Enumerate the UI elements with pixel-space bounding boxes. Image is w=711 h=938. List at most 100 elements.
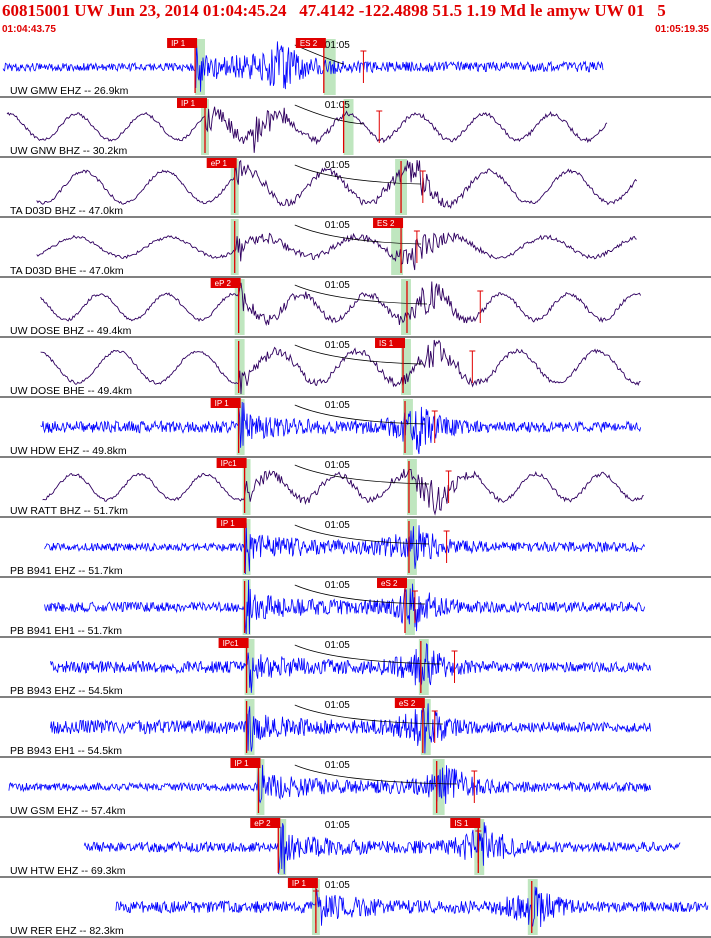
channel-panel-14: 01:05 IP 1 UW RER EHZ -- 82.3km [0, 878, 711, 938]
p-pick-label: IP 1 [234, 759, 249, 768]
s-window-highlight [323, 39, 336, 95]
p-window-highlight [256, 759, 265, 815]
p-pick-label: eP 1 [211, 159, 228, 168]
channel-panel-13: 01:05 eP 2 IS 1 UW HTW EHZ -- 69.3km [0, 818, 711, 878]
channel-label: UW HDW EHZ -- 49.8km [10, 445, 127, 457]
waveform-trace [50, 703, 651, 754]
p-pick-flag [250, 818, 281, 828]
channel-label: TA D03D BHE -- 47.0km [10, 265, 124, 277]
seismogram-chart: 01:05 IP 1 ES 2 UW GMW EHZ -- 26.9km 01:05 IP… [0, 38, 711, 938]
channel-panel-4: 01:05 eP 2 UW DOSE BHZ -- 49.4km [0, 278, 711, 338]
waveform-trace [36, 232, 637, 271]
channel-label: PB B941 EH1 -- 51.7km [10, 625, 122, 637]
channel-label: UW GNW BHZ -- 30.2km [10, 145, 128, 157]
time-tick-label: 01:05 [325, 880, 350, 891]
waveform-trace [8, 764, 651, 804]
waveform-trace [36, 159, 638, 209]
s-window-highlight [527, 879, 538, 935]
channel-panel-9: 01:05 eS 2 PB B941 EH1 -- 51.7km [0, 578, 711, 638]
time-tick-label: 01:05 [325, 40, 350, 51]
channel-panel-10: 01:05 IPc1 PB B943 EHZ -- 54.5km [0, 638, 711, 698]
arrival-curve [294, 644, 441, 665]
p-pick-flag [287, 878, 318, 888]
p-pick-flag [216, 518, 247, 528]
p-pick-flag [218, 638, 249, 648]
seismogram-panel-stack: 01:05 IP 1 ES 2 UW GMW EHZ -- 26.9km 01:05 IP… [0, 37, 711, 938]
time-tick-label: 01:05 [325, 640, 350, 651]
time-tick-label: 01:05 [325, 700, 350, 711]
waveform-trace [44, 579, 645, 635]
time-tick-label: 01:05 [325, 820, 350, 831]
waveform-trace [44, 522, 645, 575]
p-pick-label: IP 1 [221, 519, 236, 528]
arrival-curve [294, 404, 426, 425]
s-pick-flag [375, 338, 406, 348]
time-tick-label: 01:05 [325, 520, 350, 531]
p-pick-label: IPc1 [221, 459, 238, 468]
channel-label: PB B943 EH1 -- 54.5km [10, 745, 122, 757]
s-window-highlight [403, 399, 413, 455]
channel-label: UW RATT BHZ -- 51.7km [10, 505, 128, 517]
p-pick-flag [230, 758, 261, 768]
s-window-highlight [391, 219, 404, 275]
window-start-time: 01:04:43.75 [2, 24, 56, 35]
time-tick-label: 01:05 [325, 460, 350, 471]
channel-label: PB B941 EHZ -- 51.7km [10, 565, 123, 577]
waveform-trace [40, 401, 641, 455]
channel-panel-12: 01:05 IP 1 UW GSM EHZ -- 57.4km [0, 758, 711, 818]
arrival-curve [294, 764, 457, 785]
time-tick-label: 01:05 [325, 220, 350, 231]
arrival-curve [294, 164, 422, 185]
arrival-curve [294, 344, 424, 365]
p-pick-label: IPc1 [223, 639, 240, 648]
channel-panel-5: 01:05 IS 1 UW DOSE BHE -- 49.4km [0, 338, 711, 398]
channel-label: UW DOSE BHZ -- 49.4km [10, 325, 132, 337]
waveform-trace [40, 281, 641, 326]
s-pick-label: IS 1 [379, 339, 394, 348]
arrival-curve [294, 104, 364, 125]
waveform-trace [83, 822, 681, 875]
channel-label: UW GSM EHZ -- 57.4km [10, 805, 126, 817]
channel-label: UW HTW EHZ -- 69.3km [10, 865, 126, 877]
s-pick-flag [450, 818, 481, 828]
channel-label: UW GMW EHZ -- 26.9km [10, 85, 129, 97]
channel-panel-0: 01:05 IP 1 ES 2 UW GMW EHZ -- 26.9km [0, 38, 711, 98]
p-window-highlight [244, 639, 255, 695]
arrival-curve [294, 704, 443, 725]
channel-panel-3: 01:05 ES 2 TA D03D BHE -- 47.0km [0, 218, 711, 278]
p-pick-flag [216, 458, 247, 468]
waveform-trace [50, 642, 651, 693]
channel-label: UW RER EHZ -- 82.3km [10, 925, 124, 937]
s-pick-label: ES 2 [377, 219, 395, 228]
p-pick-flag [176, 98, 207, 108]
channel-label: TA D03D BHZ -- 47.0km [10, 205, 123, 217]
s-pick-flag [394, 698, 425, 708]
s-window-highlight [401, 339, 411, 395]
p-window-highlight [234, 339, 245, 395]
p-window-highlight [244, 699, 255, 755]
waveform-trace [42, 468, 644, 516]
channel-panel-7: 01:05 IPc1 UW RATT BHZ -- 51.7km [0, 458, 711, 518]
p-window-highlight [234, 279, 245, 335]
arrival-curve [294, 584, 426, 605]
waveform-trace [2, 41, 604, 92]
channel-label: PB B943 EHZ -- 54.5km [10, 685, 123, 697]
p-pick-label: eP 2 [215, 279, 232, 288]
channel-panel-1: 01:05 IP 1 UW GNW BHZ -- 30.2km [0, 98, 711, 158]
p-pick-flag [210, 278, 241, 288]
p-pick-flag [210, 398, 241, 408]
s-pick-label: eS 2 [381, 579, 398, 588]
channel-panel-6: 01:05 IP 1 UW HDW EHZ -- 49.8km [0, 398, 711, 458]
waveform-trace [115, 886, 709, 928]
p-window-highlight [236, 399, 245, 455]
event-header: 60815001 UW Jun 23, 2014 01:04:45.24 47.… [0, 0, 711, 37]
s-pick-flag [295, 38, 326, 48]
s-window-highlight [406, 459, 417, 515]
time-tick-label: 01:05 [325, 400, 350, 411]
s-window-highlight [474, 819, 485, 875]
waveform-trace [6, 106, 608, 153]
channel-panel-8: 01:05 IP 1 PB B941 EHZ -- 51.7km [0, 518, 711, 578]
p-pick-label: IP 1 [215, 399, 230, 408]
time-tick-label: 01:05 [325, 580, 350, 591]
arrival-curve [294, 224, 422, 245]
